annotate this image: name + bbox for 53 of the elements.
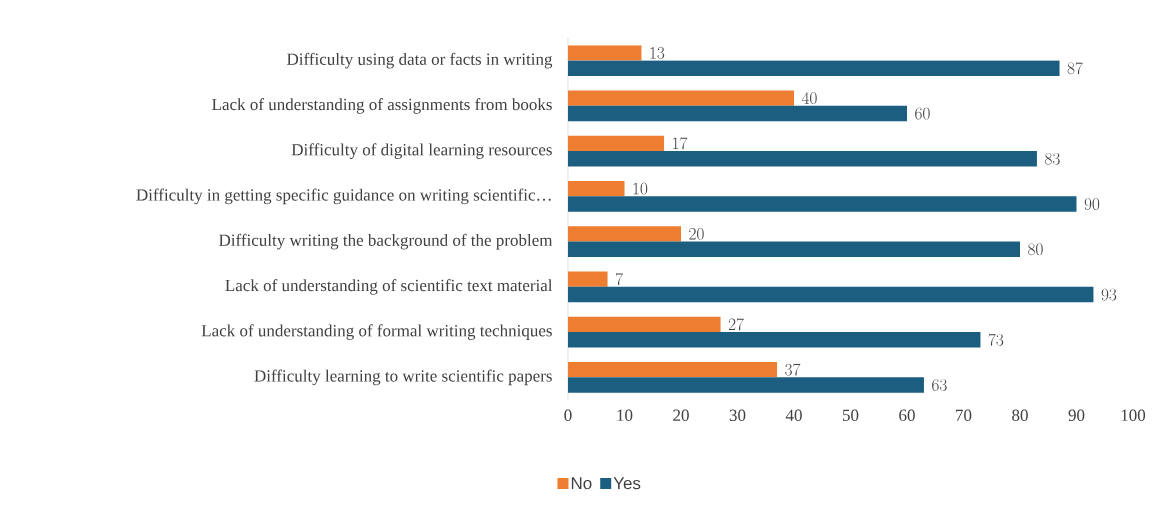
bar — [568, 241, 1020, 257]
bar — [568, 151, 1037, 167]
bar — [568, 135, 665, 152]
data-label: 87 — [1067, 62, 1083, 75]
y-tick-label: Difficulty in getting specific guidance on writing scientific… — [136, 188, 551, 205]
bar — [568, 316, 721, 333]
bar — [568, 286, 1094, 303]
bar — [568, 105, 907, 122]
data-label: 17 — [673, 137, 688, 150]
data-label: 93 — [1101, 288, 1117, 301]
data-label: 27 — [728, 318, 744, 331]
y-tick-label: Difficulty of digital learning resources — [291, 143, 552, 159]
x-tick-label: 90 — [1068, 409, 1085, 421]
x-tick-label: 10 — [617, 409, 633, 421]
data-label: 10 — [633, 182, 648, 195]
data-label: 73 — [988, 333, 1004, 346]
bar — [568, 226, 681, 242]
y-tick-label: Lack of understanding of formal writing techniques — [201, 324, 552, 340]
data-label: 60 — [915, 107, 930, 120]
x-tick-label: 50 — [842, 409, 859, 421]
x-tick-label: 60 — [899, 409, 915, 421]
y-tick-label: Lack of understanding of assignments from books — [212, 98, 552, 114]
x-tick-label: 30 — [729, 409, 746, 421]
bar — [568, 60, 1060, 77]
bar — [568, 196, 1077, 212]
y-tick-label: Difficulty learning to write scientific papers — [254, 369, 552, 386]
x-tick-label: 40 — [785, 409, 802, 421]
x-tick-label: 70 — [956, 409, 972, 421]
x-tick-label: 0 — [564, 409, 572, 421]
y-tick-label: Difficulty writing the background of the problem — [219, 233, 553, 250]
x-tick-label: 20 — [673, 409, 689, 421]
data-label: 20 — [689, 228, 704, 240]
bar — [568, 45, 642, 61]
legend-label: No — [571, 477, 592, 490]
legend-label: Yes — [613, 477, 641, 490]
bar — [568, 90, 794, 106]
bar — [568, 332, 981, 348]
data-label: 80 — [1028, 243, 1043, 256]
bar — [568, 377, 924, 393]
data-label: 37 — [785, 363, 801, 376]
x-tick-label: 80 — [1012, 409, 1028, 421]
bar — [568, 180, 625, 197]
data-label: 7 — [615, 273, 623, 286]
x-tick-label: 100 — [1121, 409, 1146, 421]
data-label: 40 — [801, 92, 817, 105]
bar — [568, 361, 778, 378]
y-tick-label: Difficulty using data or facts in writing — [286, 52, 553, 69]
bar — [568, 271, 608, 287]
data-label: 90 — [1084, 198, 1100, 210]
data-label: 83 — [1045, 152, 1060, 165]
y-tick-label: Lack of understanding of scientific text material — [225, 279, 553, 295]
data-label: 63 — [932, 379, 947, 391]
data-label: 13 — [650, 47, 665, 59]
